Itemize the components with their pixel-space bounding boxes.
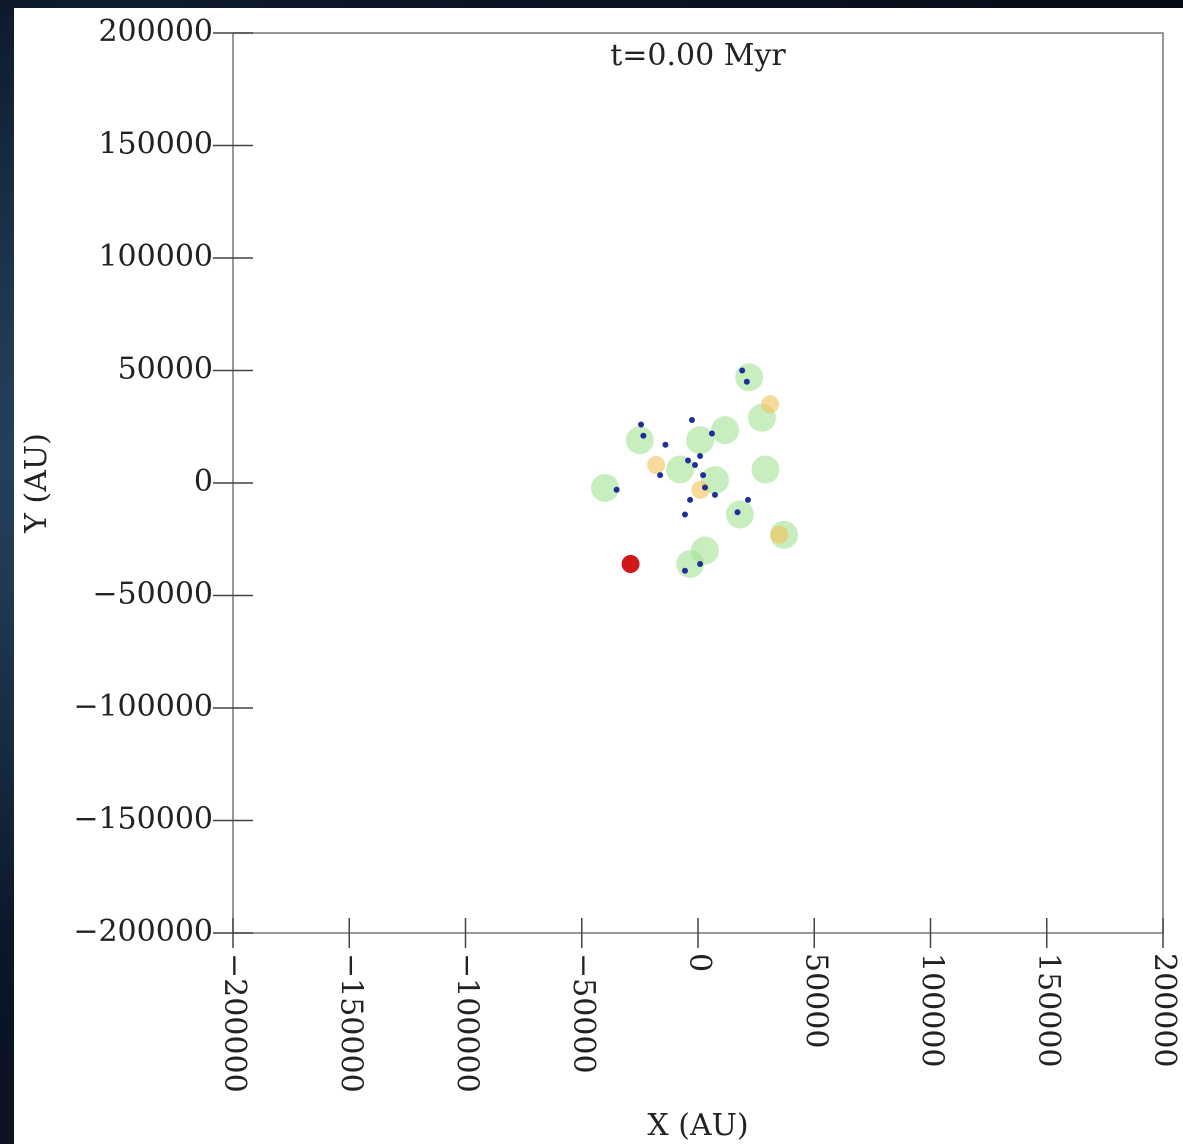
point	[734, 509, 741, 516]
point	[591, 473, 619, 502]
point	[640, 432, 647, 439]
x-tick-label: −200000	[217, 953, 252, 1093]
point	[681, 511, 688, 518]
point	[725, 500, 754, 529]
point	[697, 561, 704, 567]
panel	[14, 8, 1183, 1144]
point	[625, 426, 654, 455]
y-tick-label: 0	[194, 464, 213, 499]
point	[621, 555, 640, 573]
point	[739, 367, 746, 374]
point	[691, 462, 698, 468]
y-tick-label: 100000	[98, 239, 213, 274]
point	[735, 363, 764, 392]
x-tick-label: −150000	[333, 953, 368, 1093]
y-tick-label: −200000	[73, 914, 213, 949]
point	[638, 421, 645, 428]
point	[743, 378, 750, 385]
y-tick-label: −100000	[73, 689, 213, 724]
y-tick-label: 50000	[118, 352, 213, 387]
x-axis-label: X (AU)	[647, 1108, 748, 1143]
point	[711, 491, 718, 498]
point	[681, 567, 688, 574]
point	[710, 416, 739, 445]
point	[647, 456, 666, 474]
y-axis-label: Y (AU)	[19, 433, 54, 534]
y-tick-label: 150000	[98, 127, 213, 162]
y-tick-label: −50000	[92, 577, 213, 612]
point	[761, 395, 780, 414]
y-tick-label: −150000	[73, 802, 213, 837]
point	[686, 426, 715, 455]
point	[708, 430, 715, 437]
point	[685, 457, 692, 464]
point	[657, 472, 664, 479]
point	[700, 472, 707, 479]
point	[613, 486, 620, 493]
chart-title: t=0.00 Myr	[610, 38, 786, 73]
x-tick-label: −100000	[450, 953, 485, 1093]
point	[688, 417, 695, 423]
point	[744, 496, 751, 503]
point	[697, 453, 704, 459]
x-tick-label: 150000	[1031, 953, 1066, 1068]
point	[701, 484, 708, 491]
x-tick-label: 50000	[798, 953, 833, 1048]
x-tick-label: −50000	[566, 953, 601, 1074]
x-tick-label: 0	[682, 953, 717, 972]
point	[662, 441, 669, 448]
x-tick-label: 100000	[915, 953, 950, 1068]
y-tick-label: 200000	[98, 14, 213, 49]
point	[770, 525, 789, 544]
point	[751, 455, 780, 484]
point	[687, 496, 694, 503]
x-tick-label: 200000	[1147, 953, 1182, 1068]
